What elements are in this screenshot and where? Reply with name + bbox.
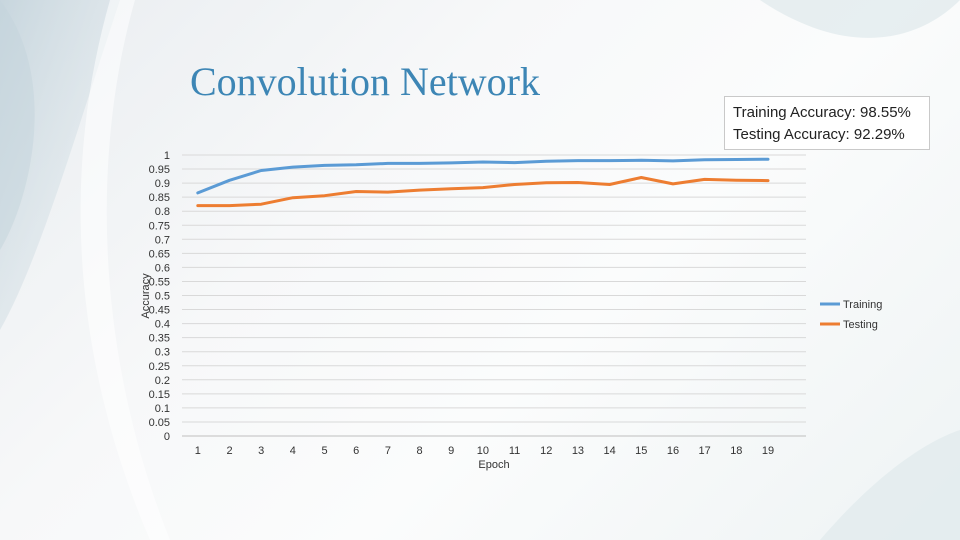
y-tick-label: 0.1	[155, 403, 170, 415]
x-tick-label: 18	[730, 445, 742, 457]
x-tick-label: 11	[509, 445, 520, 457]
y-tick-label: 0.55	[149, 276, 170, 288]
y-tick-label: 0.35	[149, 333, 170, 345]
legend-label-testing: Testing	[843, 319, 878, 331]
series-line-training	[196, 157, 770, 195]
y-tick-label: 0.8	[155, 206, 170, 218]
slide-title: Convolution Network	[190, 59, 540, 104]
y-tick-label: 0.3	[155, 347, 170, 359]
x-tick-label: 15	[635, 445, 647, 457]
y-tick-labels: 1 0.95 0.9 0.85 0.8 0.75 0.7 0.65 0.6 0.55 0.5 0.45…	[149, 150, 170, 443]
testing-accuracy-text: Testing Accuracy: 92.29%	[733, 126, 905, 143]
x-tick-label: 16	[667, 445, 679, 457]
y-tick-label: 1	[164, 150, 170, 162]
x-tick-label: 2	[226, 445, 232, 457]
legend: Training Testing	[820, 299, 882, 331]
y-axis-label: Accuracy	[140, 273, 152, 319]
y-tick-label: 0.65	[149, 248, 170, 260]
y-tick-label: 0.05	[149, 417, 170, 429]
y-tick-label: 0.6	[155, 262, 170, 274]
x-tick-label: 10	[477, 445, 489, 457]
accuracy-summary-box: Training Accuracy: 98.55% Testing Accura…	[724, 96, 930, 150]
x-axis-label: Epoch	[478, 459, 509, 471]
x-tick-label: 13	[572, 445, 584, 457]
x-tick-label: 14	[603, 445, 615, 457]
gridlines	[182, 154, 806, 437]
y-tick-label: 0.75	[149, 220, 170, 232]
y-tick-label: 0.5	[155, 291, 170, 303]
series-line-testing	[196, 176, 770, 208]
x-tick-label: 3	[258, 445, 264, 457]
x-tick-label: 5	[321, 445, 327, 457]
y-tick-label: 0.85	[149, 192, 170, 204]
y-tick-label: 0.25	[149, 361, 170, 373]
x-tick-label: 7	[385, 445, 391, 457]
legend-label-training: Training	[843, 299, 882, 311]
x-tick-labels: 1 2 3 4 5 6 7 8 9 10 11 12 13 14 15 16 17 18 19	[195, 445, 774, 457]
y-tick-label: 0.2	[155, 375, 170, 387]
training-accuracy-text: Training Accuracy: 98.55%	[733, 104, 911, 121]
y-tick-label: 0.7	[155, 234, 170, 246]
series-lines	[196, 157, 770, 208]
y-tick-label: 0	[164, 431, 170, 443]
y-tick-label: 0.4	[155, 319, 170, 331]
y-tick-label: 0.15	[149, 389, 170, 401]
x-tick-label: 12	[540, 445, 552, 457]
x-tick-label: 1	[195, 445, 201, 457]
y-tick-label: 0.9	[155, 178, 170, 190]
x-tick-label: 17	[699, 445, 711, 457]
x-tick-label: 8	[417, 445, 423, 457]
y-tick-label: 0.95	[149, 164, 170, 176]
y-tick-label: 0.45	[149, 305, 170, 317]
x-tick-label: 6	[353, 445, 359, 457]
x-tick-label: 4	[290, 445, 296, 457]
x-tick-label: 19	[762, 445, 774, 457]
x-tick-label: 9	[448, 445, 454, 457]
